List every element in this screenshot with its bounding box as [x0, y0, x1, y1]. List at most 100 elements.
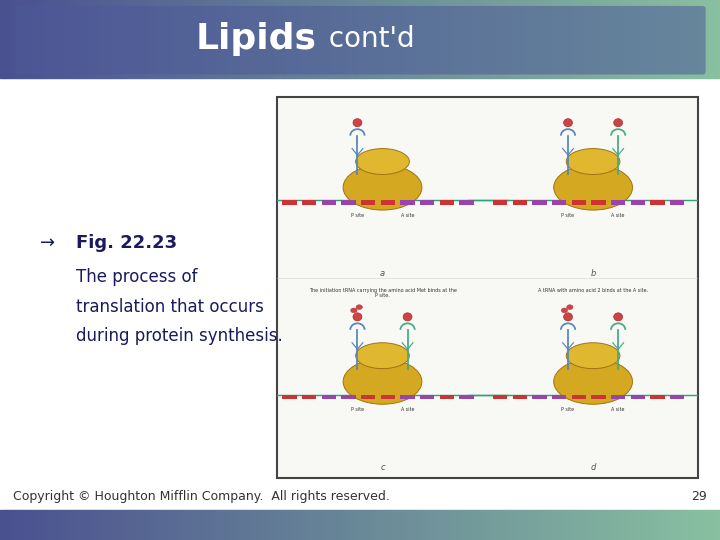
Bar	[109, 510, 112, 540]
Bar	[153, 0, 155, 78]
Bar	[72, 510, 73, 540]
Bar	[482, 0, 484, 78]
Bar	[448, 510, 450, 540]
Bar	[361, 0, 364, 78]
Text: P site: P site	[351, 213, 364, 218]
Bar	[603, 0, 605, 78]
Bar	[546, 0, 547, 78]
Bar	[243, 0, 245, 78]
Bar	[258, 0, 259, 78]
Bar	[482, 510, 484, 540]
Bar	[137, 510, 139, 540]
Bar	[702, 0, 703, 78]
Bar	[380, 0, 382, 78]
Bar	[191, 0, 193, 78]
Bar	[126, 510, 128, 540]
Bar	[590, 510, 592, 540]
Bar	[347, 0, 349, 78]
Bar	[432, 510, 433, 540]
Bar	[677, 0, 678, 78]
Bar	[474, 0, 475, 78]
Bar	[223, 0, 225, 78]
Bar	[281, 510, 283, 540]
Bar	[648, 510, 649, 540]
Bar	[83, 0, 85, 78]
Bar	[132, 510, 133, 540]
Bar	[245, 0, 246, 78]
Bar	[49, 0, 50, 78]
Bar	[54, 510, 56, 540]
Bar	[631, 395, 645, 399]
Bar	[684, 510, 685, 540]
Bar	[174, 510, 176, 540]
Bar	[313, 0, 315, 78]
Bar	[135, 0, 137, 78]
Bar	[497, 0, 498, 78]
Bar	[315, 510, 317, 540]
Bar	[440, 395, 454, 399]
Bar	[78, 510, 79, 540]
Bar	[227, 0, 229, 78]
Bar	[439, 510, 441, 540]
Bar	[217, 510, 220, 540]
Bar	[493, 0, 495, 78]
Bar	[433, 0, 436, 78]
Bar	[73, 0, 76, 78]
Bar	[166, 0, 167, 78]
Bar	[606, 510, 608, 540]
Bar	[461, 0, 462, 78]
Bar	[47, 510, 49, 540]
Bar	[397, 510, 400, 540]
Bar	[216, 510, 218, 540]
Bar	[419, 0, 421, 78]
Bar	[302, 0, 304, 78]
Bar	[596, 0, 598, 78]
Bar	[30, 0, 32, 78]
Bar	[531, 510, 533, 540]
Bar	[647, 0, 648, 78]
Bar	[630, 510, 632, 540]
Bar	[529, 510, 531, 540]
Bar	[328, 510, 330, 540]
Bar	[319, 510, 320, 540]
Bar	[287, 0, 288, 78]
Bar	[184, 510, 186, 540]
Bar	[351, 0, 353, 78]
Bar	[420, 200, 434, 205]
Bar	[688, 510, 690, 540]
Bar	[324, 0, 325, 78]
Bar	[143, 510, 144, 540]
Bar	[575, 0, 576, 78]
Bar	[403, 0, 405, 78]
Bar	[452, 0, 454, 78]
Bar	[670, 200, 685, 205]
Bar	[668, 510, 670, 540]
Ellipse shape	[613, 119, 623, 127]
Bar	[431, 0, 432, 78]
Bar	[504, 510, 505, 540]
Bar	[409, 510, 410, 540]
Bar	[605, 0, 606, 78]
Bar	[488, 510, 490, 540]
Bar	[23, 0, 25, 78]
Bar	[445, 0, 446, 78]
Bar	[174, 0, 176, 78]
Bar	[128, 510, 130, 540]
Bar	[623, 0, 624, 78]
Bar	[346, 0, 347, 78]
Bar	[635, 510, 637, 540]
Bar	[239, 0, 241, 78]
Bar	[365, 510, 367, 540]
Bar	[176, 0, 179, 78]
Bar	[468, 0, 469, 78]
Bar	[349, 0, 351, 78]
Bar	[169, 510, 171, 540]
Bar	[187, 0, 189, 78]
Bar	[140, 510, 143, 540]
Text: A site: A site	[611, 408, 625, 413]
Bar	[683, 510, 684, 540]
Bar	[294, 510, 295, 540]
Bar	[353, 0, 355, 78]
Bar	[238, 510, 240, 540]
Bar	[325, 0, 328, 78]
